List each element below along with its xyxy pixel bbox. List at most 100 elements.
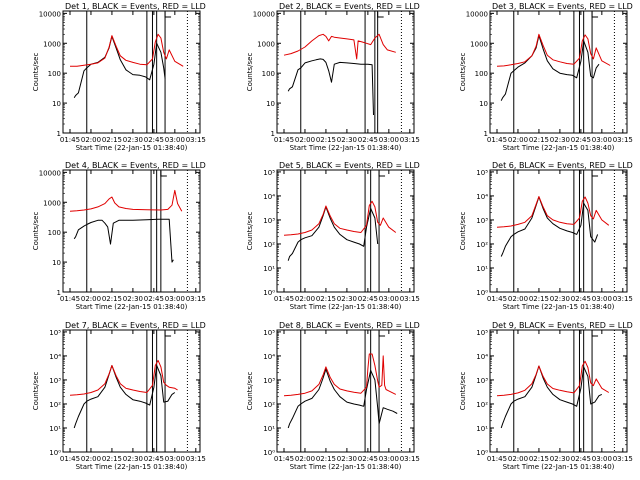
y-tick-label: 10¹ [263, 265, 275, 273]
x-tick-label: 01:45 [60, 455, 80, 463]
x-tick-label: 02:15 [102, 455, 122, 463]
plot-frame [276, 329, 415, 453]
x-tick-label: 02:30 [123, 455, 143, 463]
panel-det-2: Det 2, BLACK = Events, RED = LLD 1 10 100 10… [246, 2, 420, 152]
plot-frame [489, 10, 628, 134]
x-tick-label: 02:30 [123, 136, 143, 144]
interval-bracket [160, 171, 167, 177]
y-tick-label: 10 [52, 100, 61, 108]
x-tick-label: 03:00 [592, 136, 612, 144]
x-tick-label: 03:15 [400, 136, 420, 144]
x-tick-label: 02:00 [81, 136, 101, 144]
panel-det-9: Det 9, BLACK = Events, RED = LLD 10⁰ 10¹ 10… [459, 321, 633, 471]
x-tick-label: 02:15 [316, 295, 336, 303]
y-axis-label: Counts/sec [459, 372, 467, 411]
plot-frame [62, 10, 201, 134]
y-tick-label: 10³ [476, 377, 488, 385]
y-tick-label: 10⁵ [263, 169, 275, 177]
x-tick-label: 02:45 [571, 455, 591, 463]
panel-det-8: Det 8, BLACK = Events, RED = LLD 10⁰ 10¹ 10… [246, 321, 420, 471]
x-tick-label: 02:30 [550, 295, 570, 303]
y-tick-label: 10⁰ [476, 449, 488, 457]
y-tick-label: 100 [475, 70, 488, 78]
x-axis-label: Start Time (22-Jan-15 01:38:40) [503, 463, 615, 471]
x-tick-label: 02:15 [529, 455, 549, 463]
x-tick-label: 03:00 [379, 136, 399, 144]
x-tick-label: 02:45 [571, 136, 591, 144]
y-tick-label: 10¹ [263, 425, 275, 433]
x-tick-label: 02:15 [102, 136, 122, 144]
x-tick-label: 01:45 [274, 136, 294, 144]
y-tick-label: 1000 [470, 40, 488, 48]
chart-title: Det 9, BLACK = Events, RED = LLD [492, 321, 633, 330]
series-lld-line [283, 353, 397, 397]
x-tick-label: 02:30 [550, 136, 570, 144]
panel-det-7: Det 7, BLACK = Events, RED = LLD 10⁰ 10¹ 10… [32, 321, 206, 471]
chart-title: Det 2, BLACK = Events, RED = LLD [279, 2, 420, 11]
y-tick-label: 10¹ [476, 425, 488, 433]
series-events-line [287, 368, 398, 429]
chart-title: Det 5, BLACK = Events, RED = LLD [279, 161, 420, 170]
y-tick-label: 100 [48, 70, 61, 78]
x-tick-label: 01:45 [60, 136, 80, 144]
plot-frame [276, 169, 415, 293]
plot-frame [62, 329, 201, 453]
x-tick-label: 02:45 [358, 136, 378, 144]
x-tick-label: 02:15 [529, 295, 549, 303]
y-tick-label: 10⁵ [49, 329, 61, 337]
x-tick-label: 03:15 [400, 295, 420, 303]
panel-det-5: Det 5, BLACK = Events, RED = LLD 10⁰ 10¹ 10… [246, 161, 420, 311]
x-axis-label: Start Time (22-Jan-15 01:38:40) [76, 303, 188, 311]
y-tick-label: 10⁰ [263, 289, 275, 297]
plot-frame [276, 10, 415, 134]
x-tick-label: 03:15 [186, 295, 206, 303]
x-tick-label: 02:45 [144, 455, 164, 463]
y-axis-label: Counts/sec [459, 212, 467, 251]
series-lld-line [70, 33, 184, 67]
y-tick-label: 1000 [257, 40, 275, 48]
y-tick-label: 10000 [253, 10, 275, 18]
y-axis-label: Counts/sec [246, 212, 254, 251]
panel-det-1: Det 1, BLACK = Events, RED = LLD 1 10 100 10… [32, 2, 206, 152]
y-tick-label: 10000 [39, 10, 61, 18]
x-tick-label: 02:15 [316, 455, 336, 463]
x-tick-label: 02:45 [144, 295, 164, 303]
chart-title: Det 4, BLACK = Events, RED = LLD [65, 161, 206, 170]
x-tick-label: 01:45 [487, 295, 507, 303]
y-tick-label: 10² [476, 401, 488, 409]
x-axis-label: Start Time (22-Jan-15 01:38:40) [76, 463, 188, 471]
x-tick-label: 01:45 [487, 455, 507, 463]
series-events-line [287, 58, 374, 116]
y-tick-label: 10⁵ [476, 329, 488, 337]
y-tick-label: 1 [271, 130, 275, 138]
plot-frame [489, 169, 628, 293]
x-tick-label: 03:00 [165, 455, 185, 463]
plot-frame [62, 169, 201, 293]
y-axis-label: Counts/sec [32, 372, 40, 411]
y-tick-label: 10⁴ [263, 353, 275, 361]
series-events-line [500, 35, 600, 101]
y-tick-label: 10² [49, 401, 61, 409]
interval-bracket [378, 331, 386, 337]
x-axis-label: Start Time (22-Jan-15 01:38:40) [290, 463, 402, 471]
series-lld-line [283, 200, 397, 236]
y-tick-label: 10⁴ [49, 353, 61, 361]
x-tick-label: 03:15 [186, 455, 206, 463]
y-tick-label: 1000 [43, 199, 61, 207]
x-tick-label: 02:00 [508, 295, 528, 303]
x-tick-label: 03:15 [613, 455, 633, 463]
y-tick-label: 10⁰ [476, 289, 488, 297]
y-tick-label: 1 [484, 130, 488, 138]
x-tick-label: 01:45 [60, 295, 80, 303]
x-tick-label: 01:45 [487, 136, 507, 144]
y-tick-label: 10¹ [476, 265, 488, 273]
x-tick-label: 03:15 [613, 136, 633, 144]
x-tick-label: 02:45 [358, 455, 378, 463]
series-lld-line [283, 33, 396, 60]
y-tick-label: 100 [262, 70, 275, 78]
x-axis-label: Start Time (22-Jan-15 01:38:40) [290, 303, 402, 311]
y-tick-label: 10⁴ [263, 193, 275, 201]
y-tick-label: 10⁵ [263, 329, 275, 337]
y-tick-label: 10⁴ [476, 353, 488, 361]
series-lld-line [496, 360, 610, 397]
